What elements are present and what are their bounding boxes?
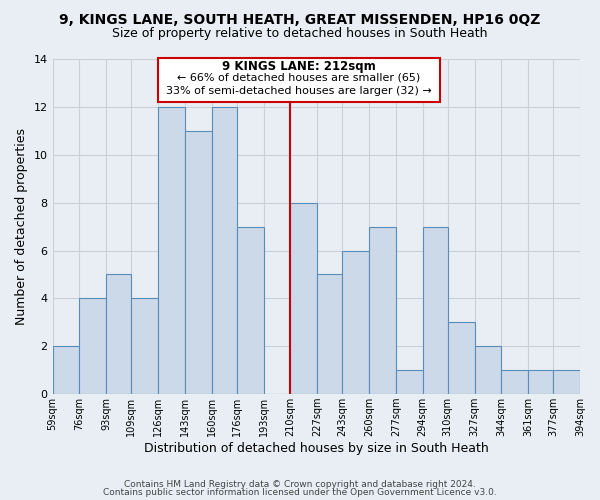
Text: Contains HM Land Registry data © Crown copyright and database right 2024.: Contains HM Land Registry data © Crown c… bbox=[124, 480, 476, 489]
X-axis label: Distribution of detached houses by size in South Heath: Distribution of detached houses by size … bbox=[144, 442, 488, 455]
Bar bbox=[185, 131, 212, 394]
Text: 9, KINGS LANE, SOUTH HEATH, GREAT MISSENDEN, HP16 0QZ: 9, KINGS LANE, SOUTH HEATH, GREAT MISSEN… bbox=[59, 12, 541, 26]
Y-axis label: Number of detached properties: Number of detached properties bbox=[15, 128, 28, 325]
Text: ← 66% of detached houses are smaller (65): ← 66% of detached houses are smaller (65… bbox=[178, 73, 421, 83]
Bar bbox=[553, 370, 580, 394]
Bar bbox=[106, 274, 131, 394]
Bar bbox=[475, 346, 501, 394]
Bar bbox=[158, 107, 185, 394]
Text: 9 KINGS LANE: 212sqm: 9 KINGS LANE: 212sqm bbox=[222, 60, 376, 74]
Text: Size of property relative to detached houses in South Heath: Size of property relative to detached ho… bbox=[112, 28, 488, 40]
Bar bbox=[501, 370, 528, 394]
Bar bbox=[448, 322, 475, 394]
Bar bbox=[317, 274, 342, 394]
Bar bbox=[528, 370, 553, 394]
Bar bbox=[396, 370, 422, 394]
Bar bbox=[237, 226, 263, 394]
Bar bbox=[53, 346, 79, 394]
Bar bbox=[79, 298, 106, 394]
Text: Contains public sector information licensed under the Open Government Licence v3: Contains public sector information licen… bbox=[103, 488, 497, 497]
Text: 33% of semi-detached houses are larger (32) →: 33% of semi-detached houses are larger (… bbox=[166, 86, 432, 96]
Bar bbox=[342, 250, 369, 394]
Bar bbox=[290, 202, 317, 394]
Bar bbox=[131, 298, 158, 394]
Bar bbox=[369, 226, 396, 394]
Bar bbox=[422, 226, 448, 394]
Bar bbox=[212, 107, 237, 394]
